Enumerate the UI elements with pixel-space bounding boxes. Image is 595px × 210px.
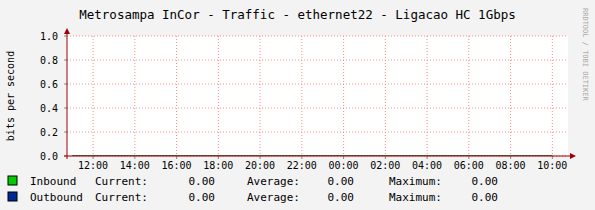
- x-tick-label: 20:00: [245, 160, 275, 171]
- x-grid-line: [260, 36, 261, 156]
- x-axis: [64, 156, 572, 157]
- title: Metrosampa InCor - Traffic - ethernet22 …: [79, 7, 516, 22]
- x-tick-label: 14:00: [120, 160, 150, 171]
- x-tick-label: 16:00: [162, 160, 192, 171]
- y-grid-line: [67, 84, 568, 85]
- legend-stat-name: Average:: [247, 175, 300, 188]
- legend-swatch: [8, 176, 17, 185]
- x-grid-line: [93, 36, 94, 156]
- x-tick-label: 04:00: [412, 160, 442, 171]
- y-tick-label: 1.0: [40, 31, 58, 42]
- legend-stat-name: Maximum:: [389, 191, 442, 204]
- x-tick-label: 22:00: [287, 160, 317, 171]
- x-tick-label: 02:00: [370, 160, 400, 171]
- x-axis-arrow: [570, 153, 576, 159]
- x-grid-line: [552, 36, 553, 156]
- x-grid-line: [427, 36, 428, 156]
- background: [0, 0, 595, 210]
- x-tick-label: 10:00: [537, 160, 567, 171]
- x-tick-label: 18:00: [203, 160, 233, 171]
- y-tick-label: 0.8: [40, 55, 58, 66]
- legend-stat-value: 0.00: [189, 175, 216, 188]
- x-tick-label: 06:00: [454, 160, 484, 171]
- y-grid-line: [67, 132, 568, 133]
- x-grid-line: [385, 36, 386, 156]
- legend-stat-name: Current:: [95, 191, 148, 204]
- legend-swatch: [8, 192, 17, 201]
- x-grid-line: [468, 36, 469, 156]
- y-tick-label: 0.4: [40, 103, 58, 114]
- x-grid-line: [176, 36, 177, 156]
- grid: [67, 36, 568, 156]
- chart: Metrosampa InCor - Traffic - ethernet22 …: [0, 0, 595, 210]
- y-axis-arrow: [64, 28, 70, 34]
- x-grid-line: [301, 36, 302, 156]
- plot-area: [67, 36, 568, 156]
- legend-stat-value: 0.00: [328, 191, 355, 204]
- y-axis-label: bits per second: [5, 51, 16, 141]
- x-tick-label: 00:00: [329, 160, 359, 171]
- legend-label: Outbound: [30, 191, 83, 204]
- x-grid-line: [134, 36, 135, 156]
- legend-stat-value: 0.00: [472, 191, 499, 204]
- legend-stat-value: 0.00: [472, 175, 499, 188]
- y-tick-label: 0.6: [40, 79, 58, 90]
- legend-stat-name: Average:: [247, 191, 300, 204]
- x-tick-label: 08:00: [496, 160, 526, 171]
- annotation: RRDTOOL / TOBI OETIKER: [581, 8, 589, 102]
- legend-stat-value: 0.00: [328, 175, 355, 188]
- y-grid-line: [67, 36, 568, 37]
- x-tick-label: 12:00: [78, 160, 108, 171]
- y-tick-label: 0.2: [40, 127, 58, 138]
- y-grid-line: [67, 108, 568, 109]
- legend-label: Inbound: [30, 175, 76, 188]
- y-grid-line: [67, 60, 568, 61]
- x-grid-line: [343, 36, 344, 156]
- x-grid-line: [510, 36, 511, 156]
- y-axis: [67, 32, 68, 159]
- legend-stat-name: Current:: [95, 175, 148, 188]
- x-grid-line: [218, 36, 219, 156]
- legend-stat-name: Maximum:: [389, 175, 442, 188]
- legend-stat-value: 0.00: [189, 191, 216, 204]
- y-tick-label: 0.0: [40, 151, 58, 162]
